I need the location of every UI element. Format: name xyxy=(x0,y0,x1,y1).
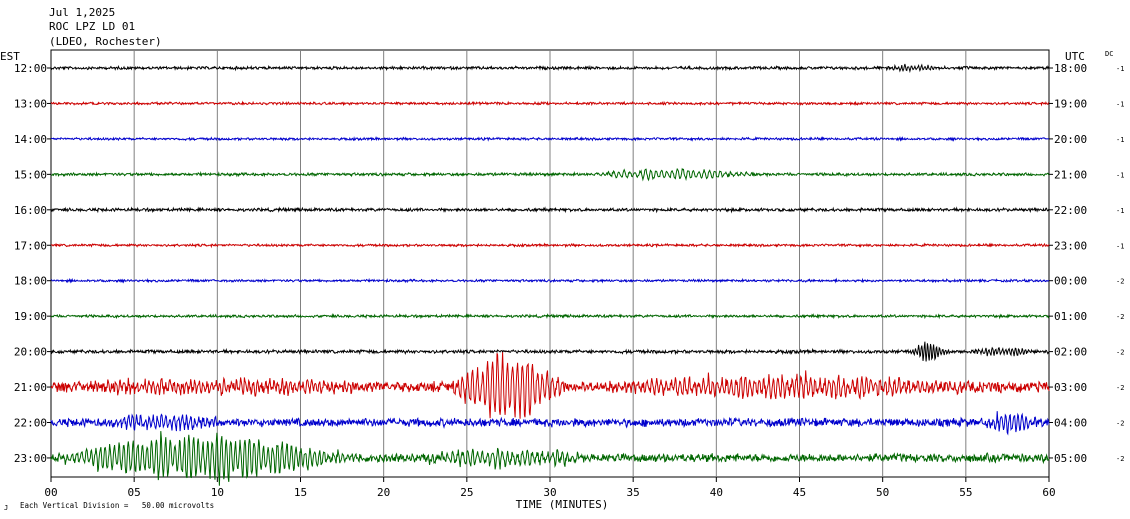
title-date: Jul 1,2025 xyxy=(49,6,115,19)
seismic-trace xyxy=(50,341,1050,362)
seismic-trace xyxy=(50,352,1050,419)
utc-hour-label: 04:00 xyxy=(1054,417,1087,430)
seismic-trace xyxy=(50,277,1050,284)
x-tick-label: 00 xyxy=(44,486,57,499)
x-tick-label: 40 xyxy=(710,486,723,499)
est-hour-label: 13:00 xyxy=(14,97,47,110)
dc-offset-label: -1 xyxy=(1116,100,1124,108)
utc-hour-label: 02:00 xyxy=(1054,346,1087,359)
dc-offset-label: -2 xyxy=(1116,455,1124,463)
seismic-trace xyxy=(50,135,1050,142)
est-hour-label: 12:00 xyxy=(14,62,47,75)
dc-offset-label: -2 xyxy=(1116,313,1124,321)
est-hour-label: 15:00 xyxy=(14,168,47,181)
trace-group xyxy=(50,63,1050,486)
est-hour-label: 23:00 xyxy=(14,452,47,465)
x-axis-label: TIME (MINUTES) xyxy=(516,498,609,511)
utc-hour-label: 20:00 xyxy=(1054,133,1087,146)
x-tick-label: 30 xyxy=(543,486,556,499)
utc-hour-label: 03:00 xyxy=(1054,381,1087,394)
title-station: ROC LPZ LD 01 xyxy=(49,20,135,33)
est-hour-label: 20:00 xyxy=(14,346,47,359)
utc-hour-label: 21:00 xyxy=(1054,168,1087,181)
est-hour-label: 17:00 xyxy=(14,239,47,252)
dc-offset-label: -1 xyxy=(1116,242,1124,250)
dc-offset-label: -2 xyxy=(1116,420,1124,428)
left-axis-label: EST xyxy=(0,50,20,63)
est-hour-label: 16:00 xyxy=(14,204,47,217)
seismic-trace xyxy=(50,63,1050,74)
est-hour-label: 18:00 xyxy=(14,275,47,288)
seismic-trace xyxy=(50,167,1050,182)
footer-prefix: J xyxy=(4,504,8,512)
dc-offset-label: -1 xyxy=(1116,171,1124,179)
right-axis-label: UTC xyxy=(1065,50,1085,63)
utc-hour-label: 19:00 xyxy=(1054,97,1087,110)
x-tick-label: 50 xyxy=(876,486,889,499)
x-tick-label: 35 xyxy=(627,486,640,499)
seismic-trace xyxy=(50,100,1050,107)
chart-title: Jul 1,2025 ROC LPZ LD 01 (LDEO, Rocheste… xyxy=(49,6,162,48)
seismic-trace xyxy=(50,242,1050,249)
x-tick-label: 55 xyxy=(959,486,972,499)
footer-note: Each Vertical Division = 50.00 microvolt… xyxy=(20,501,214,510)
x-tick-label: 05 xyxy=(128,486,141,499)
row-labels: 12:00 18:00 -1 13:00 19:00 -1 14:00 20:00 -1 15:0… xyxy=(14,62,1125,465)
x-tick-label: 60 xyxy=(1042,486,1055,499)
x-tick-label: 25 xyxy=(460,486,473,499)
utc-hour-label: 23:00 xyxy=(1054,239,1087,252)
est-hour-label: 19:00 xyxy=(14,310,47,323)
title-location: (LDEO, Rochester) xyxy=(49,35,162,48)
x-tick-label: 20 xyxy=(377,486,390,499)
dc-offset-label: -2 xyxy=(1116,278,1124,286)
time-grid xyxy=(47,49,1053,482)
x-tick-labels: 00 05 10 15 20 25 30 35 40 45 50 55 60 xyxy=(44,486,1055,499)
utc-hour-label: 05:00 xyxy=(1054,452,1087,465)
dc-offset-label: -1 xyxy=(1116,136,1124,144)
x-tick-label: 15 xyxy=(294,486,307,499)
x-tick-label: 45 xyxy=(793,486,806,499)
dc-offset-label: -2 xyxy=(1116,384,1124,392)
dc-label: DC xyxy=(1105,50,1113,58)
utc-hour-label: 18:00 xyxy=(1054,62,1087,75)
seismic-trace xyxy=(50,411,1050,436)
dc-offset-label: -2 xyxy=(1116,349,1124,357)
est-hour-label: 14:00 xyxy=(14,133,47,146)
est-hour-label: 21:00 xyxy=(14,381,47,394)
x-tick-label: 10 xyxy=(211,486,224,499)
utc-hour-label: 22:00 xyxy=(1054,204,1087,217)
seismic-trace xyxy=(50,431,1050,486)
est-hour-label: 22:00 xyxy=(14,417,47,430)
seismic-trace xyxy=(50,206,1050,214)
dc-offset-label: -1 xyxy=(1116,65,1124,73)
utc-hour-label: 00:00 xyxy=(1054,275,1087,288)
seismic-trace xyxy=(50,312,1050,320)
utc-hour-label: 01:00 xyxy=(1054,310,1087,323)
dc-offset-label: -1 xyxy=(1116,207,1124,215)
